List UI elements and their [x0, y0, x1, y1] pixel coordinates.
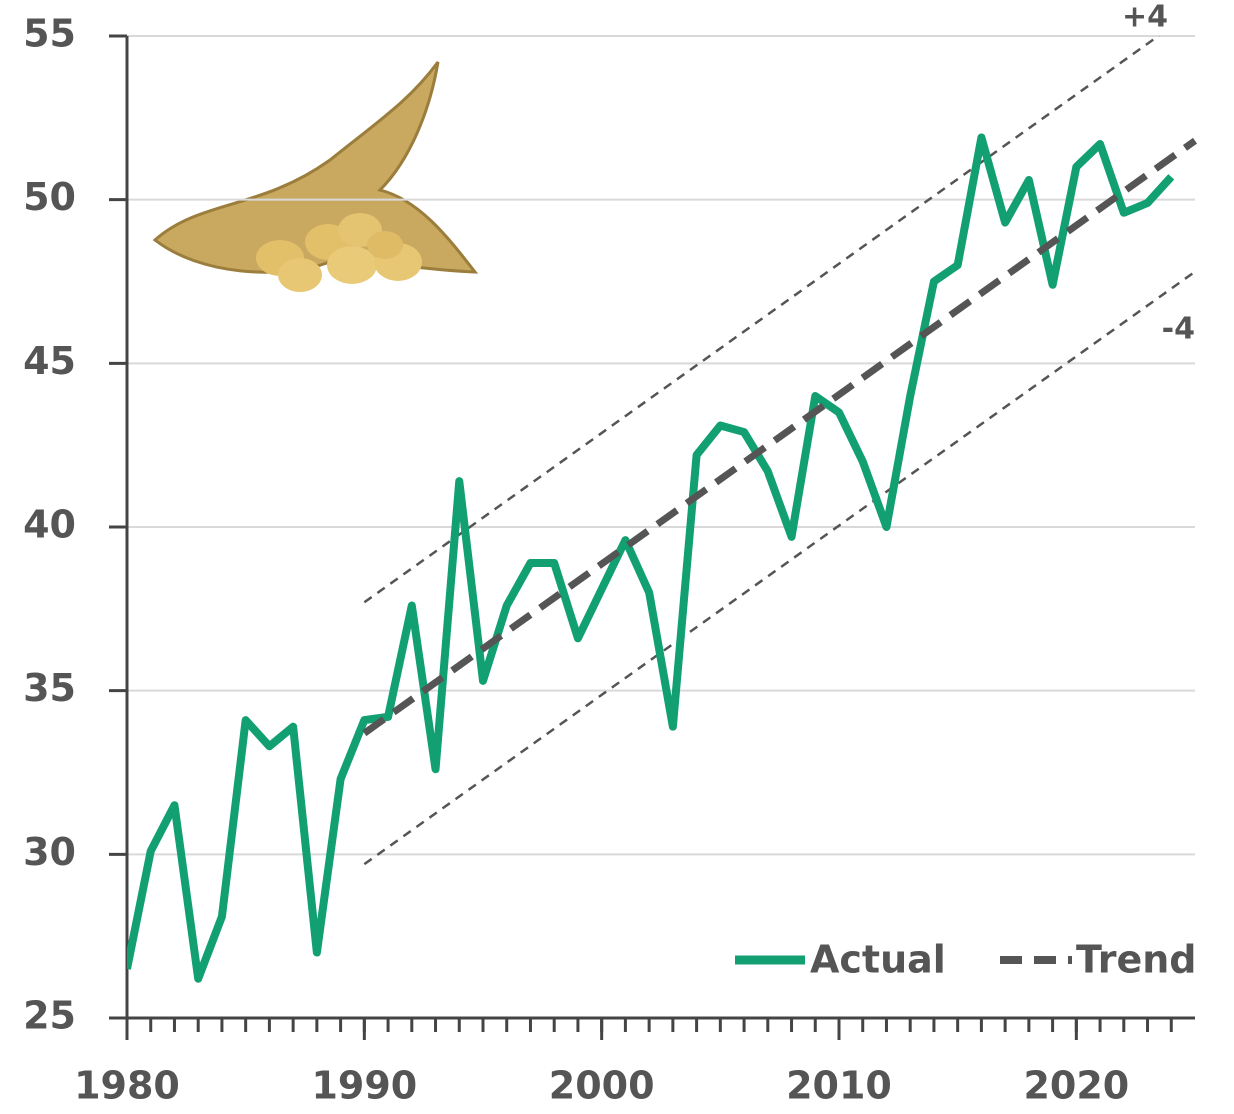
x-tick-label: 2020 [1023, 1064, 1129, 1108]
y-tick-label: 40 [23, 503, 76, 547]
plot-area [127, 36, 1197, 983]
y-tick-label: 30 [23, 830, 76, 874]
x-tick-label: 1990 [311, 1064, 417, 1108]
y-tick-label: 45 [23, 339, 76, 383]
trend-line [362, 137, 1197, 737]
x-tick-label: 2000 [549, 1064, 655, 1108]
y-tick-label: 50 [23, 175, 76, 219]
x-tick-label: 2010 [786, 1064, 892, 1108]
x-tick-label: 1980 [74, 1064, 180, 1108]
soybean-illustration [152, 61, 479, 292]
y-tick-label: 25 [23, 994, 76, 1038]
legend-label: Actual [810, 938, 946, 982]
legend-label: Trend [1076, 938, 1197, 982]
band-label: +4 [1122, 0, 1168, 35]
actual-line [127, 133, 1175, 983]
y-tick-label: 55 [23, 12, 76, 56]
band-line [363, 270, 1196, 866]
y-tick-label: 35 [23, 666, 76, 710]
band-label: -4 [1162, 312, 1195, 347]
band-line [363, 36, 1161, 604]
